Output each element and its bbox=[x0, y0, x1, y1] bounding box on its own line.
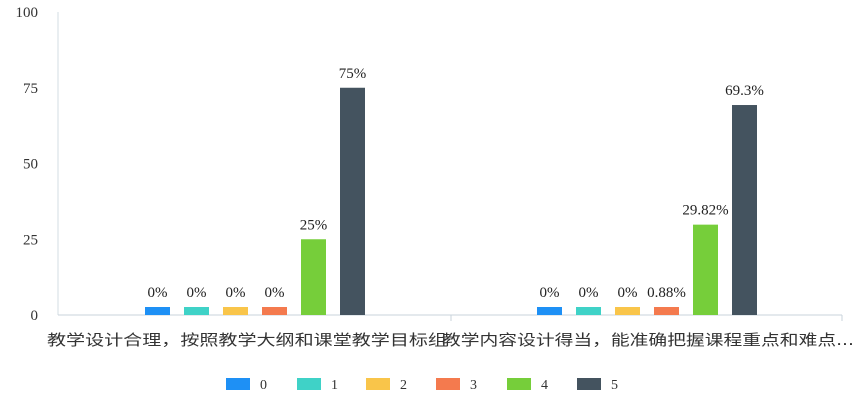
legend-swatch-0 bbox=[226, 378, 250, 390]
data-label: 29.82% bbox=[682, 203, 728, 219]
legend-label-0: 0 bbox=[260, 378, 267, 393]
legend-swatch-2 bbox=[366, 378, 390, 390]
bar-2-0 bbox=[223, 307, 248, 315]
data-label: 0% bbox=[540, 285, 560, 301]
data-label: 25% bbox=[300, 217, 328, 233]
legend-swatch-5 bbox=[577, 378, 601, 390]
legend-label-3: 3 bbox=[470, 378, 477, 393]
bar-0-1 bbox=[537, 307, 562, 315]
data-label: 69.3% bbox=[725, 83, 764, 99]
category-label: 教学设计合理，按照教学大纲和课堂教学目标组 bbox=[47, 331, 447, 349]
y-tick-label: 100 bbox=[16, 5, 39, 21]
data-label: 0% bbox=[226, 285, 246, 301]
legend-swatch-3 bbox=[436, 378, 460, 390]
bar-1-0 bbox=[184, 307, 209, 315]
legend-label-2: 2 bbox=[400, 378, 407, 393]
bar-2-1 bbox=[615, 307, 640, 315]
legend-label-1: 1 bbox=[331, 378, 338, 393]
bar-5-0 bbox=[340, 87, 365, 315]
legend-swatch-4 bbox=[507, 378, 531, 390]
axes bbox=[57, 12, 843, 321]
legend-label-4: 4 bbox=[541, 378, 548, 393]
data-label: 0% bbox=[618, 285, 638, 301]
legend-label-5: 5 bbox=[611, 378, 618, 393]
data-label: 0.88% bbox=[647, 285, 686, 301]
category-label: 教学内容设计得当，能准确把握课程重点和难点... bbox=[442, 331, 854, 349]
data-label: 0% bbox=[265, 285, 285, 301]
bar-0-0 bbox=[145, 307, 170, 315]
legend-swatch-1 bbox=[297, 378, 321, 390]
y-tick-label: 50 bbox=[23, 157, 38, 173]
bars bbox=[145, 87, 757, 316]
data-label: 0% bbox=[187, 285, 207, 301]
bar-4-1 bbox=[693, 224, 718, 315]
bar-3-1 bbox=[654, 307, 679, 315]
data-labels: 0% 0% 0% 0% 25% 75% 0% 0% 0% 0.88% 29.82% 69.3% bbox=[148, 66, 764, 301]
bar-4-0 bbox=[301, 239, 326, 315]
data-label: 0% bbox=[148, 285, 168, 301]
category-labels: 教学设计合理，按照教学大纲和课堂教学目标组教学内容设计得当，能准确把握课程重点和… bbox=[47, 331, 854, 349]
y-tick-label: 25 bbox=[23, 232, 38, 248]
legend: 0 1 2 3 4 5 bbox=[226, 378, 618, 393]
y-axis-ticks: 0 25 50 75 100 bbox=[16, 5, 39, 324]
y-tick-label: 0 bbox=[31, 308, 39, 324]
y-tick-label: 75 bbox=[23, 81, 38, 97]
bar-1-1 bbox=[576, 307, 601, 315]
data-label: 0% bbox=[579, 285, 599, 301]
bar-5-1 bbox=[732, 105, 757, 316]
bar-3-0 bbox=[262, 307, 287, 315]
data-label: 75% bbox=[339, 66, 367, 82]
